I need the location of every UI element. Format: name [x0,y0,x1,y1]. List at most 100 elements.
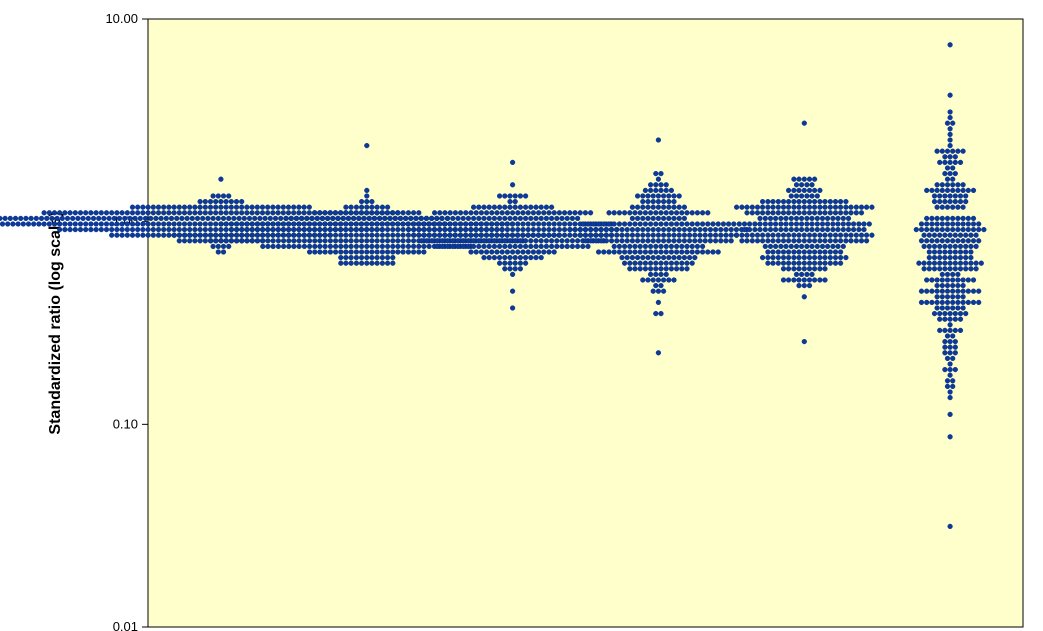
data-point [197,227,203,233]
data-point [478,232,485,238]
data-point [223,199,229,205]
data-point [90,215,97,222]
data-point [837,204,844,210]
data-point [811,277,818,283]
data-point [963,311,969,317]
data-point [814,243,820,250]
data-point [25,221,32,227]
data-point [757,221,763,227]
data-point [918,227,925,233]
data-point [942,311,948,317]
data-point [252,215,258,222]
data-point [520,249,526,255]
data-point [327,232,334,238]
data-point [686,255,693,261]
data-point [424,238,430,244]
data-point [280,210,286,216]
data-point [837,249,844,255]
data-point [942,344,948,350]
data-point [161,210,167,216]
data-point [697,238,703,244]
data-point [765,249,771,255]
data-point [416,232,422,238]
data-point [963,199,969,205]
data-point [939,148,945,154]
data-point [814,221,820,227]
data-point [176,232,183,238]
data-point [512,238,518,244]
data-point [218,238,224,244]
data-point [374,232,380,238]
data-point [929,299,935,306]
data-point [543,243,550,250]
data-point [976,299,982,306]
data-point [12,215,19,222]
data-point [924,227,930,233]
data-point [361,215,367,222]
data-point [564,238,570,244]
data-point [346,215,352,222]
data-point [509,227,516,233]
data-point [752,227,758,233]
data-point [327,238,334,244]
data-point [174,215,180,222]
data-point [960,294,966,300]
data-point [484,232,490,238]
data-point [759,238,766,244]
data-point [486,243,492,250]
data-point [255,221,261,227]
data-point [228,199,234,205]
data-point [343,232,349,238]
data-point [942,339,948,345]
data-point [559,215,565,222]
data-point [234,227,240,233]
data-point [140,221,146,227]
data-point [567,210,573,216]
data-point [775,199,781,205]
data-point [348,243,354,250]
data-point [374,221,380,227]
data-point [379,232,386,238]
data-point [333,249,339,255]
data-point [434,243,440,250]
data-point [624,238,630,244]
data-point [684,243,690,250]
data-point [744,238,750,244]
data-point [468,249,474,255]
data-point [192,232,198,238]
data-point [934,227,940,233]
data-point [520,232,526,238]
data-point [681,204,688,210]
data-point [333,238,339,244]
data-point [619,238,625,244]
data-point [627,210,633,216]
data-point [931,260,938,266]
data-point [181,210,188,216]
data-point [715,249,721,255]
data-point [535,227,542,233]
data-point [796,277,802,283]
data-point [103,221,110,227]
data-point [918,238,925,244]
data-point [676,193,682,199]
data-point [181,221,188,227]
data-point [806,238,813,244]
data-point [515,221,521,227]
data-point [530,210,537,216]
data-point [379,221,386,227]
data-point [970,288,977,294]
data-point [629,227,636,233]
data-point [51,210,58,216]
data-point [811,187,818,194]
data-point [468,210,474,216]
data-point [684,221,690,227]
data-point [530,249,537,255]
data-point [848,238,854,244]
data-point [275,238,282,244]
data-point [723,227,729,233]
data-point [673,266,680,272]
data-point [699,221,706,227]
data-point [460,243,466,250]
data-point [353,260,360,266]
data-point [28,215,34,222]
